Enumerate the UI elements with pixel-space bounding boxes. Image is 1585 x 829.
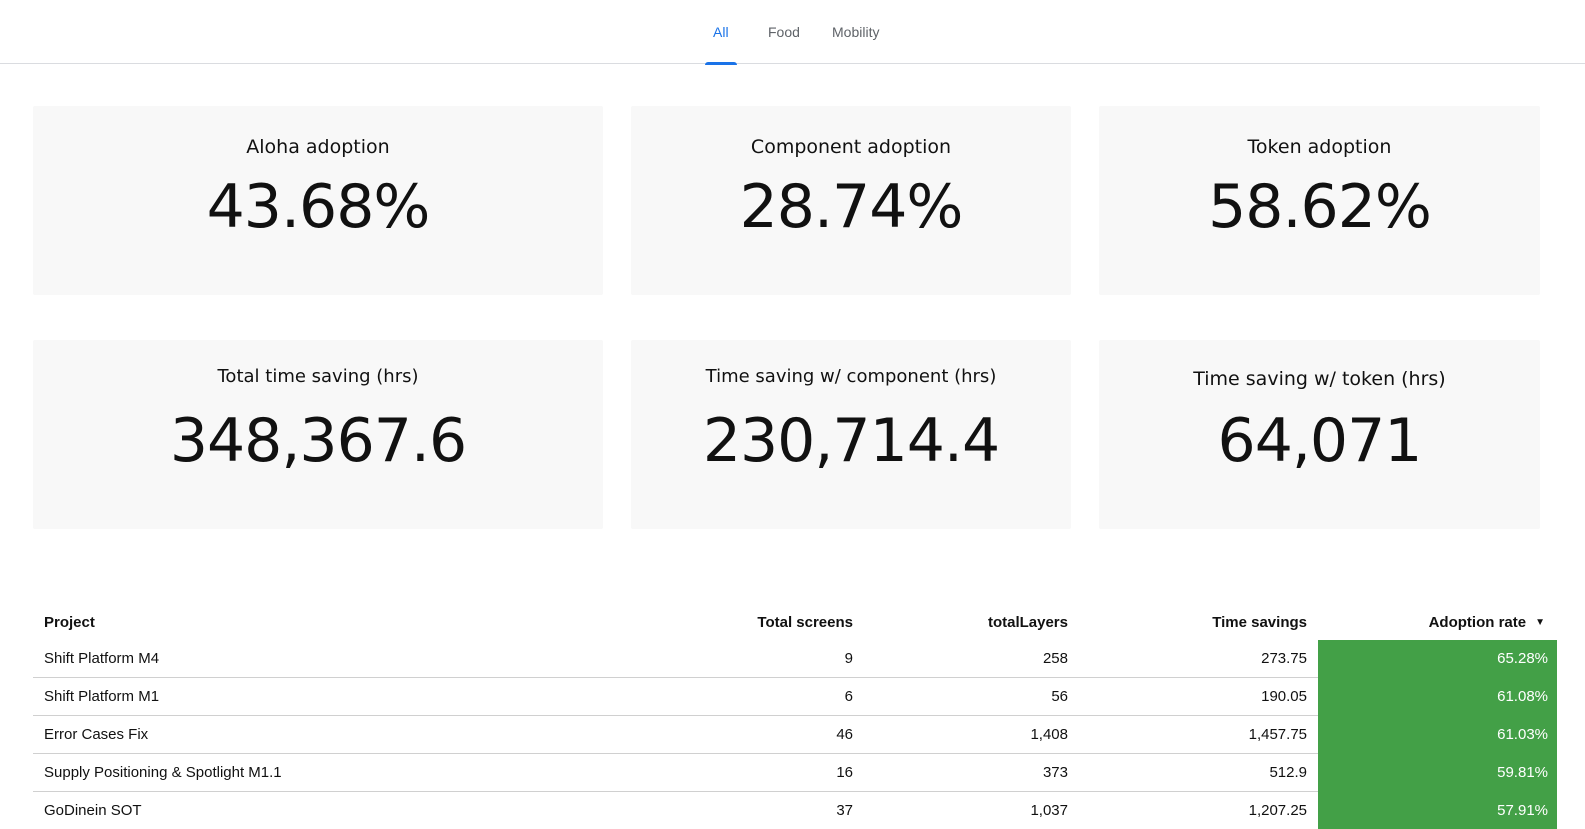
cell-project: Error Cases Fix — [44, 726, 149, 743]
total-time-saving-card: Total time saving (hrs) 348,367.6 — [33, 340, 603, 529]
tab-food[interactable]: Food — [768, 0, 800, 64]
cell-time-savings: 1,457.75 — [1248, 726, 1307, 743]
cell-total-layers: 56 — [1051, 688, 1068, 705]
cell-total-screens: 16 — [836, 764, 853, 781]
card-title: Token adoption — [1247, 136, 1392, 158]
column-header-project[interactable]: Project — [44, 614, 95, 631]
cell-adoption-rate: 59.81% — [1497, 764, 1548, 781]
cell-total-layers: 1,037 — [1030, 802, 1068, 819]
cell-adoption-rate: 61.03% — [1497, 726, 1548, 743]
table-row[interactable]: Shift Platform M1 6 56 190.05 61.08% — [33, 678, 1557, 716]
active-tab-indicator — [704, 62, 737, 65]
cell-project: Shift Platform M1 — [44, 688, 160, 705]
cell-total-layers: 258 — [1042, 650, 1068, 667]
cell-total-screens: 46 — [836, 726, 853, 743]
column-header-total-layers[interactable]: totalLayers — [987, 614, 1068, 631]
card-value: 43.68% — [206, 172, 431, 242]
adoption-rate-heat-cell — [1318, 640, 1557, 678]
adoption-rate-heat-cell — [1318, 678, 1557, 716]
card-value: 348,367.6 — [169, 406, 467, 476]
component-adoption-card: Component adoption 28.74% — [631, 106, 1071, 295]
cell-total-screens: 9 — [844, 650, 853, 667]
card-title: Time saving w/ token (hrs) — [1193, 368, 1446, 390]
card-value: 64,071 — [1217, 406, 1423, 476]
tab-label: All — [713, 24, 729, 40]
column-header-total-screens[interactable]: Total screens — [757, 614, 853, 631]
tab-bar: All Food Mobility — [0, 0, 1585, 65]
cell-time-savings: 273.75 — [1261, 650, 1307, 667]
tab-label: Food — [768, 24, 800, 40]
table-row[interactable]: Error Cases Fix 46 1,408 1,457.75 61.03% — [33, 716, 1557, 754]
table-row[interactable]: GoDinein SOT 37 1,037 1,207.25 57.91% — [33, 792, 1557, 829]
cell-total-screens: 6 — [844, 688, 853, 705]
cell-time-savings: 512.9 — [1269, 764, 1307, 781]
cell-project: Supply Positioning & Spotlight M1.1 — [44, 764, 282, 781]
cell-total-layers: 373 — [1042, 764, 1068, 781]
token-adoption-card: Token adoption 58.62% — [1099, 106, 1540, 295]
card-title: Aloha adoption — [246, 136, 390, 158]
card-value: 230,714.4 — [702, 406, 1000, 476]
aloha-adoption-card: Aloha adoption 43.68% — [33, 106, 603, 295]
adoption-rate-heat-cell — [1318, 792, 1557, 829]
table-header: Project Total screens totalLayers Time s… — [33, 606, 1557, 640]
cell-total-screens: 37 — [836, 802, 853, 819]
table-row[interactable]: Shift Platform M4 9 258 273.75 65.28% — [33, 640, 1557, 678]
projects-table: Project Total screens totalLayers Time s… — [33, 606, 1557, 829]
tab-all[interactable]: All — [704, 0, 737, 65]
cell-time-savings: 190.05 — [1261, 688, 1307, 705]
cell-adoption-rate: 61.08% — [1497, 688, 1548, 705]
time-saving-component-card: Time saving w/ component (hrs) 230,714.4 — [631, 340, 1071, 529]
card-title: Component adoption — [750, 136, 952, 158]
cell-project: Shift Platform M4 — [44, 650, 160, 667]
column-header-label: Adoption rate — [1428, 614, 1527, 631]
column-header-time-savings[interactable]: Time savings — [1212, 614, 1307, 631]
card-title: Total time saving (hrs) — [217, 366, 419, 387]
adoption-rate-heat-cell — [1318, 754, 1557, 792]
tab-mobility[interactable]: Mobility — [832, 0, 879, 64]
card-value: 28.74% — [739, 172, 964, 242]
card-title: Time saving w/ component (hrs) — [705, 366, 997, 387]
cell-adoption-rate: 65.28% — [1497, 650, 1548, 667]
adoption-rate-heat-cell — [1318, 716, 1557, 754]
table-row[interactable]: Supply Positioning & Spotlight M1.1 16 3… — [33, 754, 1557, 792]
tab-label: Mobility — [832, 24, 880, 40]
cell-total-layers: 1,408 — [1030, 726, 1068, 743]
cell-time-savings: 1,207.25 — [1248, 802, 1307, 819]
sort-down-icon[interactable]: ▼ — [1535, 617, 1545, 628]
card-value: 58.62% — [1208, 172, 1432, 242]
column-header-adoption-rate[interactable]: Adoption rate ▼ — [1429, 614, 1545, 631]
cell-adoption-rate: 57.91% — [1497, 802, 1548, 819]
time-saving-token-card: Time saving w/ token (hrs) 64,071 — [1099, 340, 1540, 529]
cell-project: GoDinein SOT — [44, 802, 142, 819]
